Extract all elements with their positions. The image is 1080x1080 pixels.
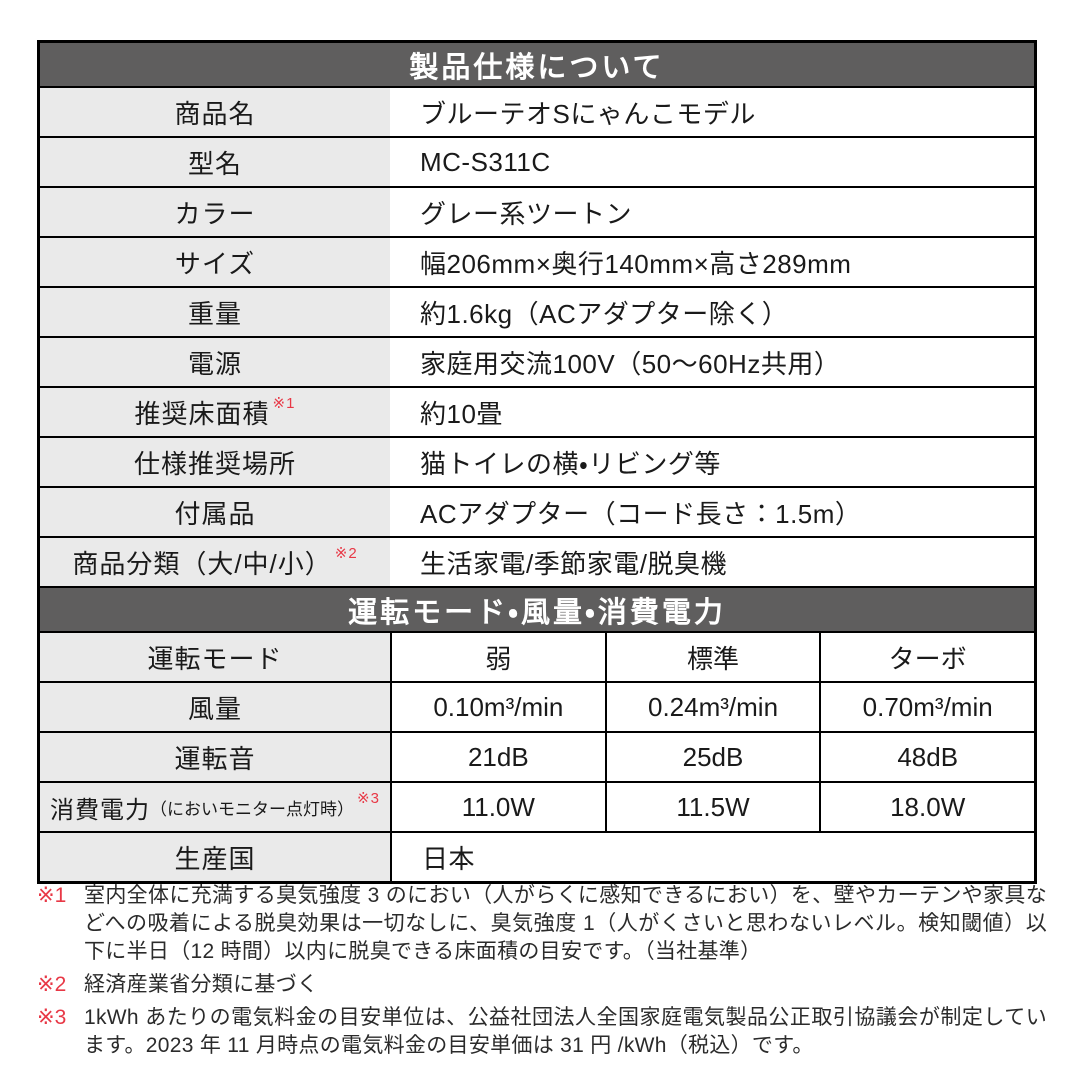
table-row-country: 生産国 日本	[40, 833, 1034, 881]
spec-value-product-name: ブルーテオSにゃんこモデル	[420, 98, 756, 129]
spec-table-title: 製品仕様について	[40, 43, 1034, 88]
airflow-label: 風量	[40, 683, 392, 731]
footnote-ref-3: ※3	[357, 789, 380, 807]
table-row: 推奨床面積 ※1 約10畳	[40, 388, 1034, 438]
power-standard: 11.5W	[607, 783, 822, 831]
mode-col-standard: 標準	[607, 633, 822, 681]
table-row: 付属品 ACアダプター（コード長さ：1.5m）	[40, 488, 1034, 538]
footnote-1-mark: ※1	[37, 884, 67, 907]
footnote-3-mark: ※3	[37, 1006, 67, 1029]
power-label-main: 消費電力	[50, 796, 151, 824]
table-row: カラー グレー系ツートン	[40, 188, 1034, 238]
airflow-standard: 0.24m³/min	[607, 683, 822, 731]
spec-value-weight: 約1.6kg（ACアダプター除く）	[420, 298, 789, 329]
table-row-mode-header: 運転モード 弱 標準 ターボ	[40, 633, 1034, 683]
spec-label-weight: 重量	[40, 288, 390, 336]
spec-label-product-name: 商品名	[40, 88, 390, 136]
table-row: 型名 MC-S311C	[40, 138, 1034, 188]
noise-label: 運転音	[40, 733, 392, 781]
footnote-1: ※1 室内全体に充満する臭気強度 3 のにおい（人がらくに感知できるにおい）を、…	[37, 882, 1047, 966]
footnote-2: ※2 経済産業省分類に基づく	[37, 971, 1047, 999]
spec-label-recommended-place: 仕様推奨場所	[40, 438, 390, 486]
spec-label-color: カラー	[40, 188, 390, 236]
spec-label-size: サイズ	[40, 238, 390, 286]
spec-value-color: グレー系ツートン	[420, 198, 633, 229]
mode-table-title: 運転モード・風量・消費電力	[40, 588, 1034, 633]
mode-col-turbo: ターボ	[888, 643, 967, 674]
power-turbo: 18.0W	[890, 791, 966, 822]
footnote-ref-2: ※2	[334, 544, 358, 562]
table-row-power: 消費電力 （においモニター点灯時） ※3 11.0W 11.5W 18.0W	[40, 783, 1034, 833]
table-row: 重量 約1.6kg（ACアダプター除く）	[40, 288, 1034, 338]
table-row: 電源 家庭用交流100V（50～60Hz共用）	[40, 338, 1034, 388]
table-row: サイズ 幅206mm×奥行140mm×高さ289mm	[40, 238, 1034, 288]
table-row: 商品名 ブルーテオSにゃんこモデル	[40, 88, 1034, 138]
footnote-ref-1: ※1	[272, 394, 296, 412]
spec-label-accessories: 付属品	[40, 488, 390, 536]
spec-label-model: 型名	[40, 138, 390, 186]
spec-label-category-text: 商品分類（大/中/小）	[72, 548, 332, 579]
spec-sheet: 製品仕様について 商品名 ブルーテオSにゃんこモデル 型名 MC-S311C カ…	[37, 40, 1037, 884]
spec-value-size: 幅206mm×奥行140mm×高さ289mm	[420, 248, 852, 279]
country-value: 日本	[422, 843, 476, 874]
spec-value-recommended-place: 猫トイレの横・リビング等	[420, 448, 721, 479]
table-row-airflow: 風量 0.10m³/min 0.24m³/min 0.70m³/min	[40, 683, 1034, 733]
footnote-3-text: 1kWh あたりの電気料金の目安単位は、公益社団法人全国家庭電気製品公正取引協議…	[84, 1006, 1047, 1057]
table-row-noise: 運転音 21dB 25dB 48dB	[40, 733, 1034, 783]
footnote-3: ※3 1kWh あたりの電気料金の目安単位は、公益社団法人全国家庭電気製品公正取…	[37, 1004, 1047, 1060]
power-label-paren: （においモニター点灯時）	[150, 799, 355, 819]
footnote-2-text: 経済産業省分類に基づく	[84, 973, 319, 996]
noise-standard: 25dB	[607, 733, 822, 781]
airflow-low: 0.10m³/min	[392, 683, 607, 731]
mode-col-low: 弱	[392, 633, 607, 681]
spec-value-accessories: ACアダプター（コード長さ：1.5m）	[420, 498, 862, 529]
spec-label-floor-area: 推奨床面積 ※1	[40, 388, 390, 436]
table-row: 仕様推奨場所 猫トイレの横・リビング等	[40, 438, 1034, 488]
spec-label-power-source: 電源	[40, 338, 390, 386]
spec-value-floor-area: 約10畳	[420, 398, 503, 429]
table-row: 商品分類（大/中/小） ※2 生活家電/季節家電/脱臭機	[40, 538, 1034, 588]
spec-value-category: 生活家電/季節家電/脱臭機	[420, 548, 727, 579]
power-low: 11.0W	[392, 783, 607, 831]
footnote-1-text: 室内全体に充満する臭気強度 3 のにおい（人がらくに感知できるにおい）を、壁やカ…	[84, 884, 1047, 963]
spec-label-category: 商品分類（大/中/小） ※2	[40, 538, 390, 586]
spec-value-model: MC-S311C	[420, 146, 551, 177]
footnote-2-mark: ※2	[37, 973, 67, 996]
noise-turbo: 48dB	[897, 741, 959, 772]
spec-value-power-source: 家庭用交流100V（50～60Hz共用）	[420, 348, 841, 379]
country-label: 生産国	[40, 833, 392, 881]
noise-low: 21dB	[392, 733, 607, 781]
spec-label-floor-area-text: 推奨床面積	[134, 398, 270, 429]
footnotes: ※1 室内全体に充満する臭気強度 3 のにおい（人がらくに感知できるにおい）を、…	[37, 882, 1047, 1065]
mode-label: 運転モード	[40, 633, 392, 681]
power-label: 消費電力 （においモニター点灯時） ※3	[40, 783, 392, 831]
airflow-turbo: 0.70m³/min	[862, 691, 993, 722]
